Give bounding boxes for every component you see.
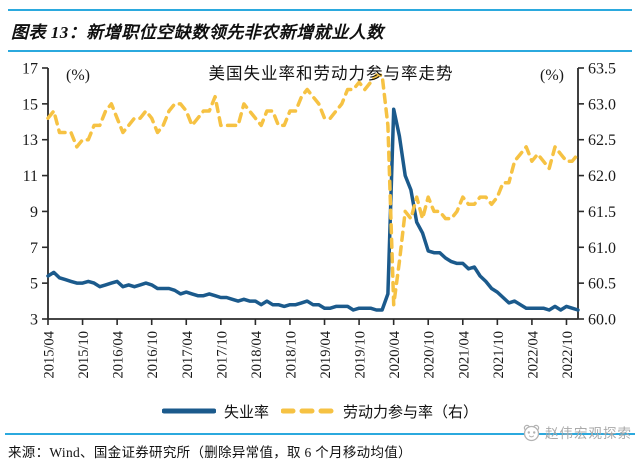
x-tick-label: 2020/10 [422,331,438,379]
x-tick-label: 2017/04 [180,330,196,378]
x-tick-label: 2021/10 [491,331,507,379]
watermark: 赵伟宏观探索 [522,422,632,442]
chart-title: 美国失业率和劳动力参与率走势 [209,64,454,83]
left-tick-label: 9 [30,204,38,221]
source-note: 来源：Wind、国金证券研究所（删除异常值，取 6 个月移动均值） [8,445,412,460]
right-tick-label: 61.0 [588,240,616,257]
x-tick-label: 2019/10 [353,331,369,379]
right-tick-label: 63.5 [588,61,616,78]
right-tick-label: 62.0 [588,168,616,185]
left-tick-label: 5 [30,276,38,293]
labor-participation-rate-line [46,73,580,307]
x-tick-label: 2016/04 [111,330,127,378]
x-tick-label: 2015/04 [42,330,58,378]
right-tick-label: 60.5 [588,276,616,293]
left-tick-label: 3 [30,312,38,329]
unemployment-rate-line [46,107,580,312]
legend-item-participation: 劳动力参与率（右） [281,401,478,422]
legend-item-unemployment: 失业率 [161,401,269,422]
right-tick-label: 60.0 [588,312,616,329]
chart-legend: 失业率 劳动力参与率（右） [0,400,640,422]
bottom-divider [5,433,635,435]
left-axis-unit: (%) [66,67,90,84]
right-tick-label: 61.5 [588,204,616,221]
x-tick-label: 2015/10 [76,331,92,379]
x-tick-label: 2020/04 [387,330,403,378]
solid-line-swatch-icon [161,408,216,414]
right-tick-label: 63.0 [588,96,616,113]
x-tick-label: 2022/10 [560,331,576,379]
title-divider [8,50,632,52]
top-divider [8,9,632,11]
legend-label-participation: 劳动力参与率（右） [343,404,479,421]
left-tick-label: 11 [23,168,38,185]
footer-zone: 赵伟宏观探索 来源：Wind、国金证券研究所（删除异常值，取 6 个月移动均值） [0,424,640,461]
x-tick-label: 2019/04 [318,330,334,378]
x-tick-label: 2021/04 [456,330,472,378]
figure-title: 图表 13：新增职位空缺数领先非农新增就业人数 [11,23,384,42]
left-tick-label: 13 [22,132,38,149]
left-tick-label: 15 [22,96,38,113]
x-tick-label: 2022/04 [525,330,541,378]
right-tick-label: 62.5 [588,132,616,149]
dashed-line-swatch-icon [281,408,335,414]
watermark-text: 赵伟宏观探索 [545,426,632,441]
left-tick-label: 7 [30,240,38,257]
line-chart: 3 5 7 9 11 13 15 17 60.0 60.5 61.0 61.5 62.0 62.5 63.0… [22,61,616,379]
x-tick-label: 2018/10 [283,331,299,379]
x-tick-label: 2016/10 [145,331,161,379]
left-tick-label: 17 [22,61,38,78]
right-axis-unit: (%) [540,67,564,84]
x-tick-label: 2018/04 [249,330,265,378]
x-tick-label: 2017/10 [214,331,230,379]
panda-logo-icon [523,424,540,441]
legend-label-unemployment: 失业率 [223,404,269,421]
